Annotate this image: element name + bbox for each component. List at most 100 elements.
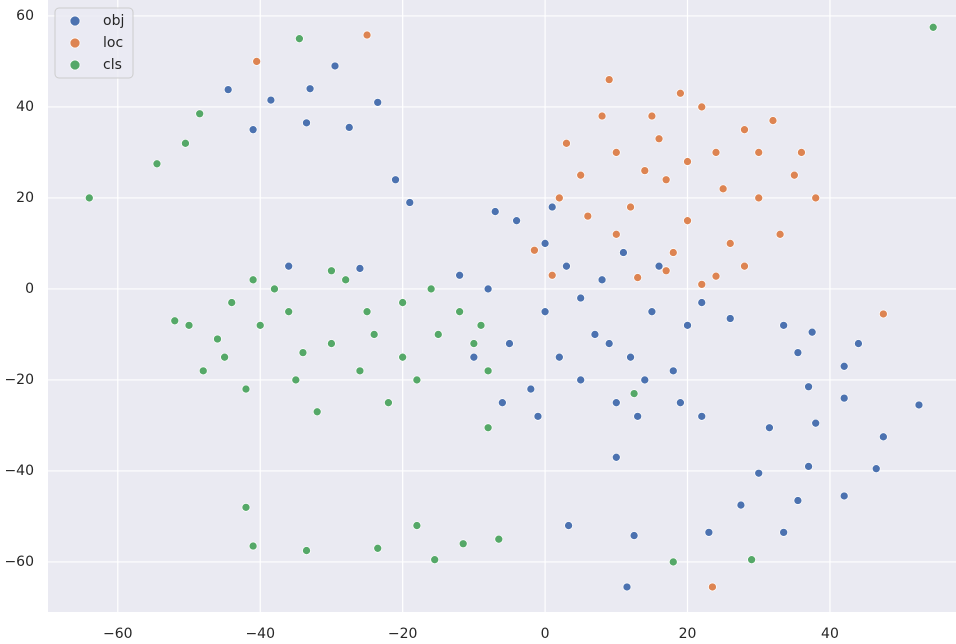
point (533, 411, 543, 421)
point (220, 352, 229, 362)
point (754, 468, 764, 478)
point (483, 284, 493, 294)
point (804, 462, 813, 471)
point (711, 148, 721, 157)
point (708, 582, 717, 592)
y-tick-label: 40 (16, 99, 34, 115)
point (564, 521, 573, 530)
point (839, 491, 849, 501)
y-tick-label: 20 (16, 190, 34, 206)
point (490, 207, 500, 216)
legend-marker (69, 15, 81, 27)
point (213, 334, 222, 344)
point (302, 546, 311, 555)
point (227, 298, 237, 307)
point (554, 352, 564, 362)
point (498, 398, 507, 408)
point (811, 418, 821, 428)
point (626, 202, 635, 212)
point (611, 148, 621, 157)
point (512, 216, 521, 226)
point (768, 116, 778, 125)
point (576, 170, 586, 180)
point (804, 382, 813, 392)
point (241, 502, 251, 512)
point (248, 125, 258, 135)
point (590, 330, 600, 339)
point (668, 248, 678, 257)
point (633, 411, 643, 421)
point (284, 307, 294, 317)
point (629, 531, 639, 540)
point (412, 375, 422, 385)
point (754, 148, 764, 157)
point (654, 261, 664, 271)
point (266, 95, 276, 105)
point (312, 407, 322, 417)
point (355, 264, 365, 273)
point (839, 393, 849, 403)
legend-label: obj (103, 13, 124, 29)
point (291, 375, 301, 385)
point (547, 270, 557, 280)
point (248, 541, 258, 551)
point (736, 500, 746, 510)
point (184, 320, 194, 330)
x-tick-label: −20 (388, 626, 418, 640)
point (391, 175, 400, 185)
y-tick-label: −40 (4, 463, 34, 479)
point (622, 582, 632, 592)
point (611, 229, 621, 239)
point (668, 366, 678, 376)
x-tick-label: −40 (245, 626, 275, 640)
y-tick-label: 0 (25, 281, 34, 297)
point (223, 85, 233, 94)
point (711, 271, 721, 281)
point (676, 88, 685, 98)
point (725, 239, 735, 248)
point (483, 366, 493, 376)
point (854, 339, 863, 348)
point (654, 134, 664, 144)
point (302, 118, 311, 128)
point (554, 193, 564, 203)
point (583, 211, 593, 221)
legend-label: loc (103, 35, 123, 51)
point (426, 284, 436, 294)
point (373, 98, 383, 107)
point (633, 273, 643, 282)
point (697, 280, 707, 289)
x-tick-label: 20 (679, 626, 697, 640)
point (526, 384, 536, 394)
point (640, 375, 650, 385)
point (469, 339, 479, 348)
point (152, 159, 162, 169)
point (839, 361, 849, 371)
point (494, 534, 504, 544)
point (562, 261, 571, 271)
point (765, 423, 774, 433)
x-tick-label: 40 (821, 626, 839, 640)
point (248, 275, 258, 285)
point (879, 432, 888, 442)
point (255, 320, 265, 330)
point (412, 521, 422, 530)
point (252, 57, 262, 66)
x-tick-label: 0 (541, 626, 550, 640)
point (540, 307, 550, 317)
point (626, 352, 635, 362)
point (697, 102, 707, 112)
point (362, 307, 372, 317)
point (369, 330, 379, 339)
point (458, 539, 468, 549)
point (725, 314, 735, 323)
point (697, 298, 707, 307)
point (789, 170, 799, 180)
point (398, 298, 408, 307)
point (928, 22, 938, 32)
point (704, 528, 714, 537)
point (540, 239, 550, 248)
point (547, 202, 557, 212)
point (754, 193, 764, 203)
point (775, 229, 785, 239)
